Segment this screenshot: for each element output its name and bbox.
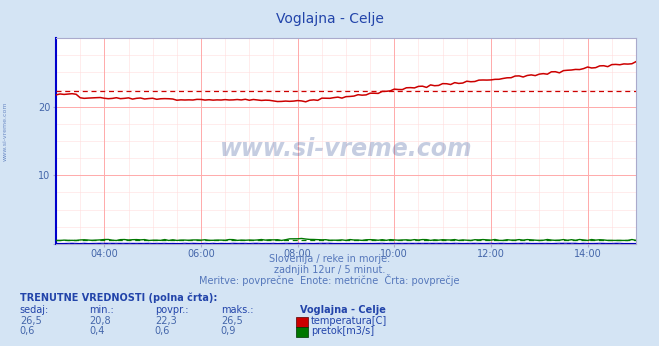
Text: 22,3: 22,3 (155, 316, 177, 326)
Text: Slovenija / reke in morje.: Slovenija / reke in morje. (269, 255, 390, 264)
Text: 26,5: 26,5 (221, 316, 243, 326)
Text: www.si-vreme.com: www.si-vreme.com (219, 137, 473, 161)
Text: www.si-vreme.com: www.si-vreme.com (3, 102, 8, 161)
Text: TRENUTNE VREDNOSTI (polna črta):: TRENUTNE VREDNOSTI (polna črta): (20, 292, 217, 303)
Text: 0,6: 0,6 (20, 326, 35, 336)
Text: zadnjih 12ur / 5 minut.: zadnjih 12ur / 5 minut. (273, 265, 386, 275)
Text: 26,5: 26,5 (20, 316, 42, 326)
Text: maks.:: maks.: (221, 305, 253, 315)
Text: 0,4: 0,4 (89, 326, 104, 336)
Text: Voglajna - Celje: Voglajna - Celje (275, 12, 384, 26)
Text: min.:: min.: (89, 305, 114, 315)
Text: sedaj:: sedaj: (20, 305, 49, 315)
Text: Meritve: povprečne  Enote: metrične  Črta: povprečje: Meritve: povprečne Enote: metrične Črta:… (199, 274, 460, 286)
Text: povpr.:: povpr.: (155, 305, 188, 315)
Text: temperatura[C]: temperatura[C] (311, 316, 387, 326)
Text: 0,9: 0,9 (221, 326, 236, 336)
Text: pretok[m3/s]: pretok[m3/s] (311, 326, 374, 336)
Text: 20,8: 20,8 (89, 316, 111, 326)
Text: 0,6: 0,6 (155, 326, 170, 336)
Text: Voglajna - Celje: Voglajna - Celje (300, 305, 386, 315)
